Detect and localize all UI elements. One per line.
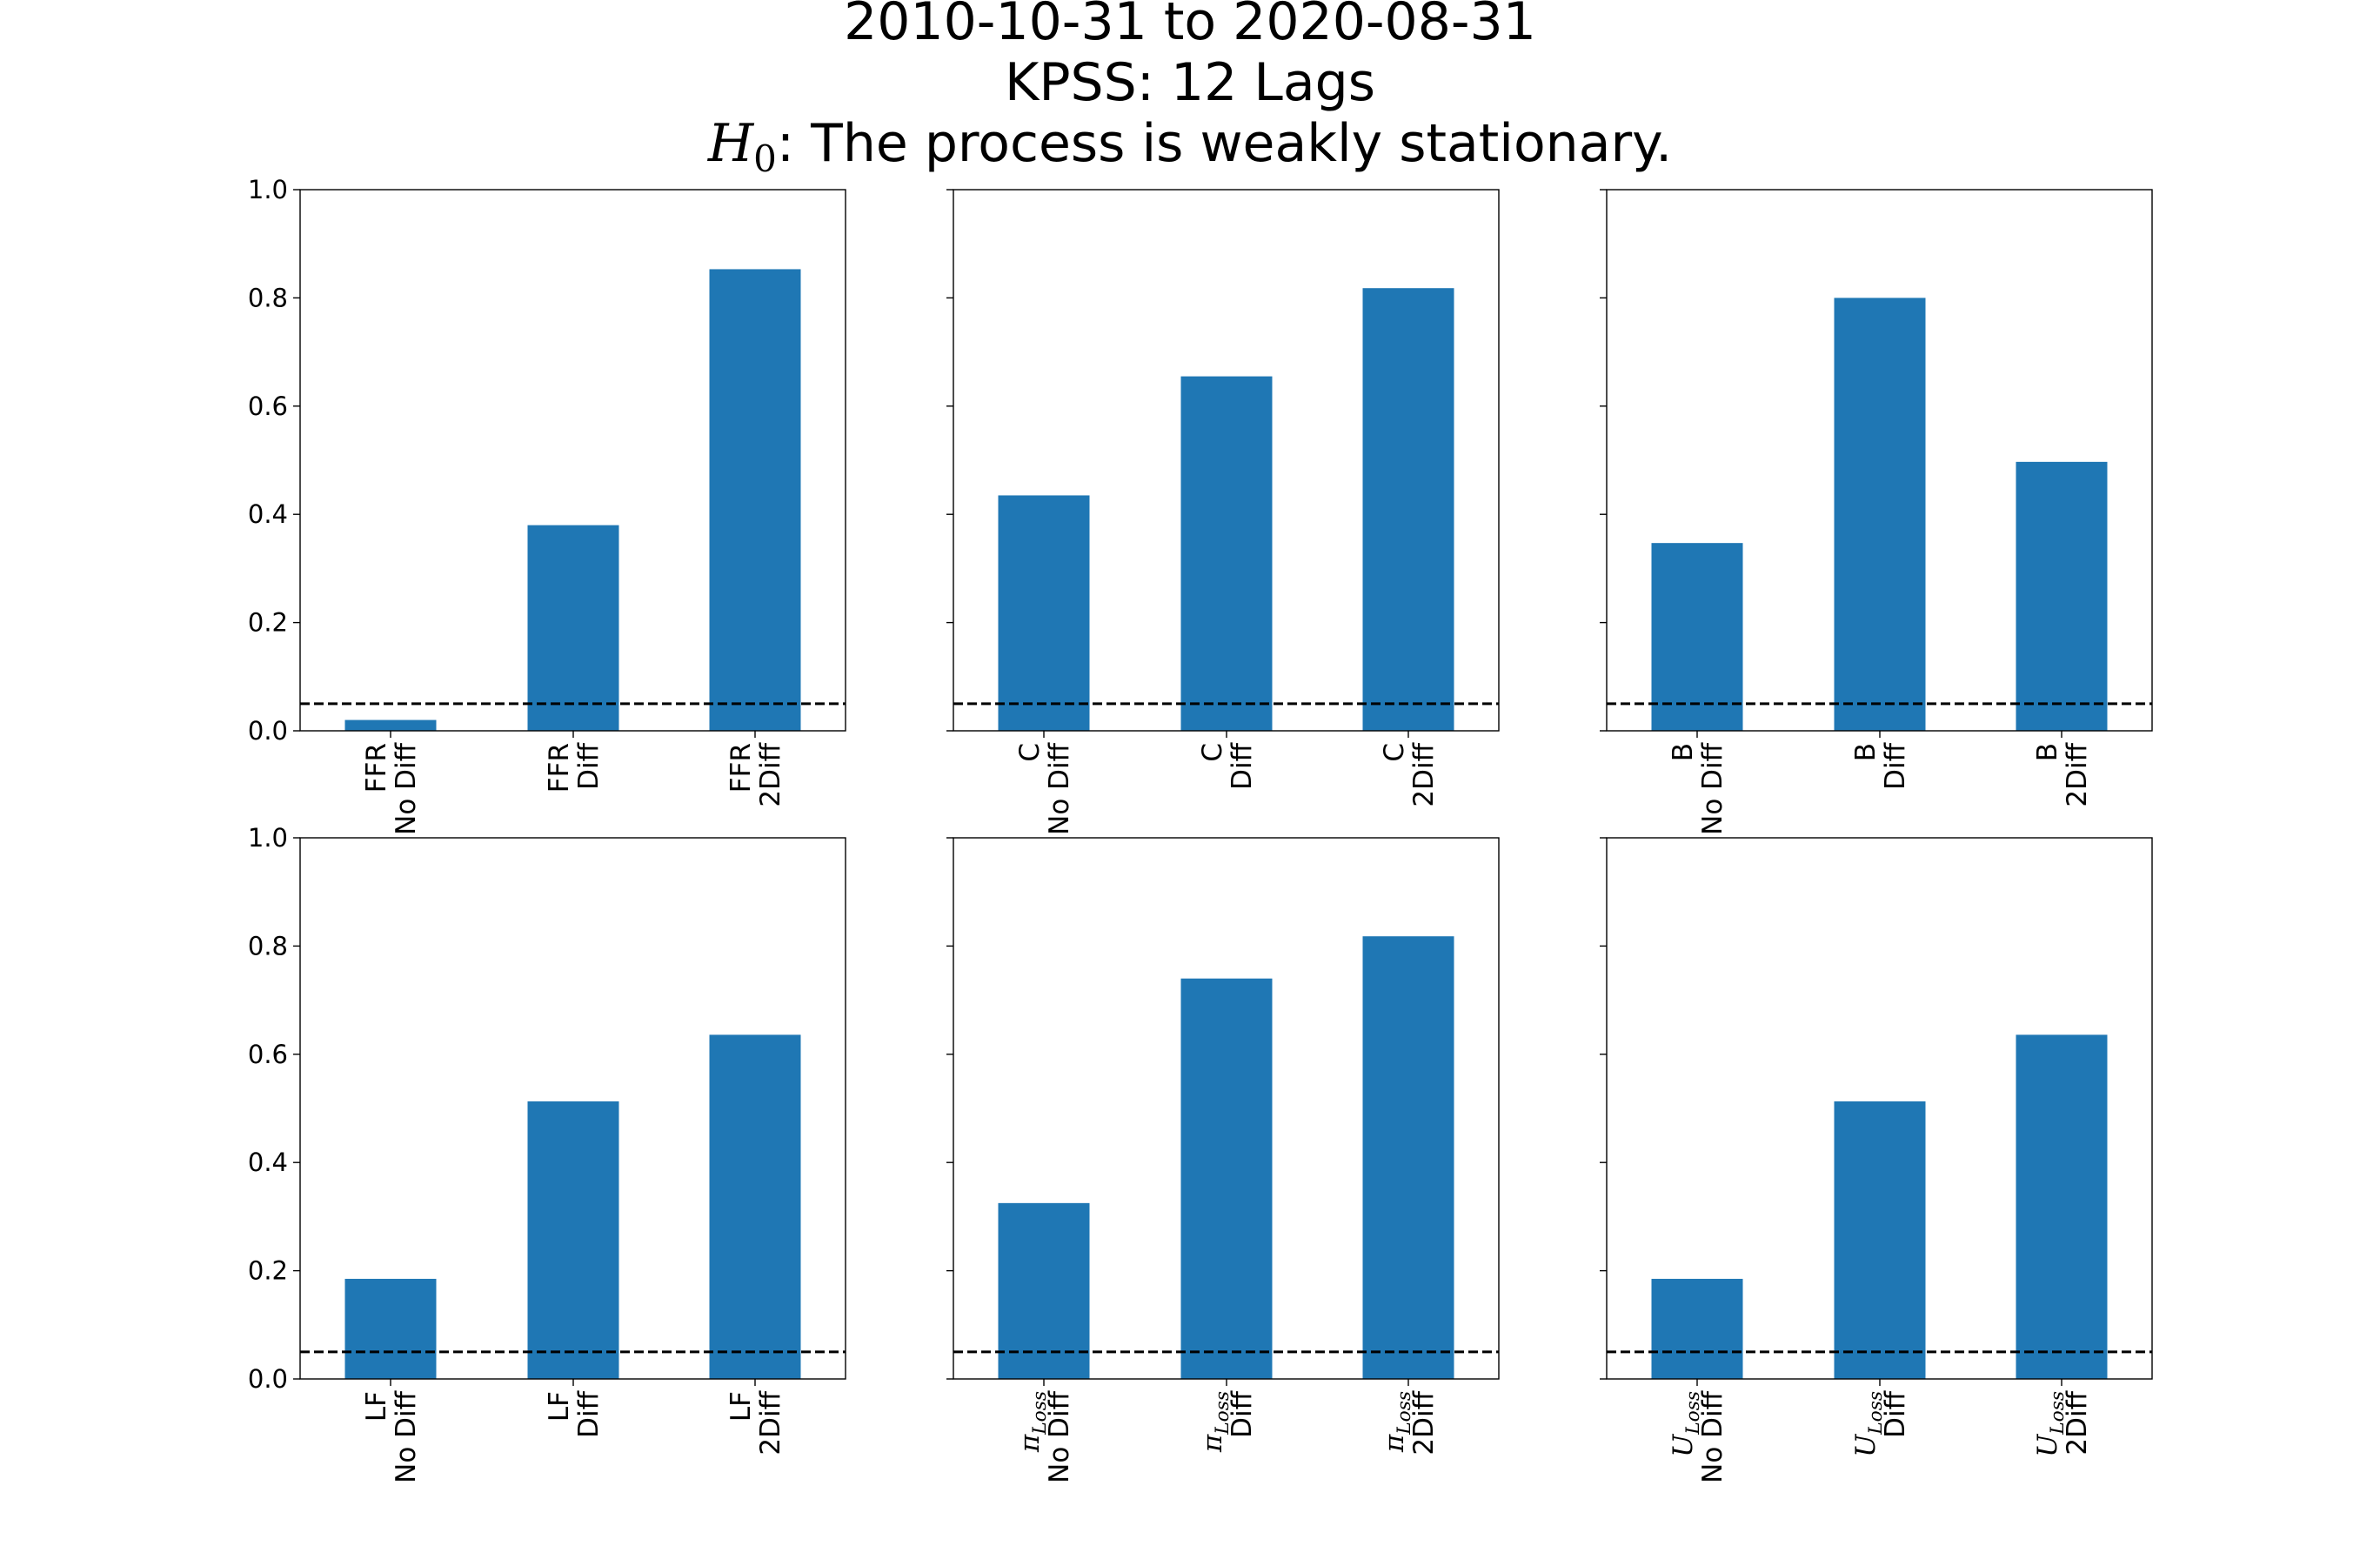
x-tick-label-var: ULoss: [1850, 1391, 1887, 1457]
x-tick-label-diff: No Diff: [391, 742, 422, 834]
x-tick-label-diff: Diff: [1227, 742, 1258, 789]
x-tick-label-var: C: [1014, 743, 1046, 762]
x-tick-label-diff: 2Diff: [2062, 742, 2093, 806]
x-tick-label-var: ULoss: [1668, 1391, 1704, 1457]
bar-1: [1651, 1278, 1743, 1379]
x-tick-label-diff: 2Diff: [1408, 1390, 1440, 1455]
bar-1: [344, 719, 437, 731]
bar-1: [998, 495, 1090, 731]
x-tick-label-var: FFR: [361, 743, 392, 793]
bar-1: [344, 1278, 437, 1379]
x-tick-label-var: πLoss: [1197, 1391, 1233, 1453]
title-h0-subscript: 0: [753, 137, 777, 180]
x-tick-label: BNo Diff: [1668, 742, 1728, 834]
x-tick-label-var: LF: [361, 1391, 392, 1422]
x-tick-label-diff: Diff: [1227, 1390, 1258, 1437]
bar-2: [1834, 1101, 1926, 1379]
y-tick-label: 0.8: [248, 931, 288, 960]
bar-2: [1180, 376, 1273, 731]
y-tick-label: 0.0: [248, 1364, 288, 1394]
y-tick-label: 1.0: [248, 175, 288, 204]
x-tick-label-var: B: [2032, 743, 2063, 761]
bar-3: [1362, 936, 1454, 1379]
x-tick-label-diff: 2Diff: [1408, 742, 1440, 806]
bar-2: [1834, 298, 1926, 731]
x-tick-label-diff: No Diff: [391, 1390, 422, 1482]
bar-2: [527, 525, 619, 731]
title-hypothesis-text: : The process is weakly stationary.: [776, 113, 1673, 174]
x-tick-label-diff: No Diff: [1697, 1390, 1728, 1482]
title-hypothesis: H0: The process is weakly stationary.: [0, 113, 2380, 190]
x-tick-label-diff: 2Diff: [755, 742, 786, 806]
y-tick-label: 0.6: [248, 392, 288, 421]
bar-3: [2016, 1034, 2108, 1379]
x-tick-label-diff: No Diff: [1697, 742, 1728, 834]
y-tick-label: 0.4: [248, 1148, 288, 1177]
y-tick-label: 0.8: [248, 283, 288, 312]
bar-2: [527, 1101, 619, 1379]
y-tick-label: 0.0: [248, 716, 288, 746]
x-tick-label-var: πLoss: [1379, 1391, 1415, 1453]
x-tick-label-var: C: [1197, 743, 1228, 762]
bar-1: [998, 1202, 1090, 1379]
x-tick-label-var: B: [1850, 743, 1882, 761]
x-tick-label-var: LF: [725, 1391, 757, 1422]
title-h0-symbol: H: [707, 113, 754, 174]
bar-3: [709, 269, 801, 732]
bar-3: [1362, 288, 1454, 731]
x-tick-label-diff: 2Diff: [2062, 1390, 2093, 1455]
bar-2: [1180, 978, 1273, 1379]
x-tick-label-diff: No Diff: [1044, 1390, 1075, 1482]
y-tick-label: 0.6: [248, 1040, 288, 1069]
x-tick-label-diff: 2Diff: [755, 1390, 786, 1455]
x-tick-label-diff: Diff: [573, 742, 605, 789]
x-tick-label-diff: No Diff: [1044, 742, 1075, 834]
x-tick-label-var: B: [1668, 743, 1699, 761]
title-test-name: KPSS: 12 Lags: [1005, 52, 1375, 113]
x-tick-label-var: πLoss: [1014, 1391, 1051, 1453]
y-tick-label: 0.2: [248, 608, 288, 638]
x-tick-label-var: FFR: [544, 743, 575, 793]
x-tick-label-var: FFR: [725, 743, 757, 793]
x-tick-label-var: LF: [544, 1391, 575, 1422]
x-tick-label-var: C: [1379, 743, 1410, 762]
y-tick-label: 0.2: [248, 1256, 288, 1286]
x-tick-label-diff: Diff: [1880, 1390, 1911, 1437]
x-tick-label-diff: Diff: [1880, 742, 1911, 789]
title-date-range: 2010-10-31 to 2020-08-31: [844, 0, 1536, 52]
figure-title: 2010-10-31 to 2020-08-31 KPSS: 12 Lags H…: [0, 0, 2380, 180]
x-tick-label: CNo Diff: [1014, 742, 1075, 834]
bar-3: [709, 1034, 801, 1379]
x-tick-label-var: ULoss: [2032, 1391, 2069, 1457]
y-tick-label: 1.0: [248, 823, 288, 853]
bar-1: [1651, 543, 1743, 731]
y-tick-label: 0.4: [248, 499, 288, 529]
bar-3: [2016, 461, 2108, 731]
x-tick-label-diff: Diff: [573, 1390, 605, 1437]
